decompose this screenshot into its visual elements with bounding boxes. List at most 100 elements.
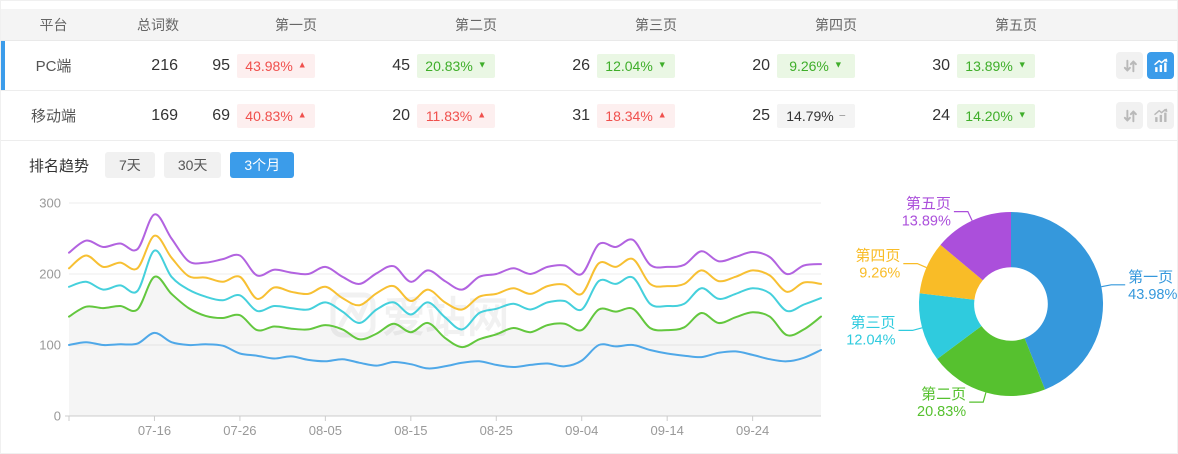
slice-label-name: 第三页 (850, 313, 895, 331)
page2-pct-badge: 11.83% ▲ (417, 103, 495, 128)
y-tick-label: 100 (39, 338, 61, 353)
tab-3months[interactable]: 3个月 (230, 152, 295, 178)
line-series-1 (68, 275, 822, 349)
area-fill (69, 276, 821, 416)
slice-label-pct: 9.26% (859, 266, 900, 282)
x-tick-label: 08-25 (480, 423, 513, 438)
row-actions (1086, 102, 1177, 129)
donut-slice-1[interactable] (937, 326, 1045, 397)
trend-section-header: 排名趋势 7天 30天 3个月 (29, 152, 303, 178)
page1-pct-badge: 40.83% ▲ (237, 103, 315, 128)
page5-count: 30 (932, 56, 950, 74)
page4-pct-badge: 9.26% ▼ (777, 53, 855, 78)
page3-count: 26 (572, 56, 590, 74)
trend-arrow-icon: ▲ (297, 109, 307, 120)
label-leader-line (969, 392, 987, 403)
sort-arrows-icon (1121, 107, 1139, 125)
donut-slice-4[interactable] (940, 212, 1012, 281)
label-leader-line (898, 327, 923, 331)
x-tick-label: 09-14 (651, 423, 684, 438)
trend-title: 排名趋势 (29, 157, 90, 175)
page2-cell: 20 11.83% ▲ (366, 103, 546, 128)
table-row-pc[interactable]: PC端 216 95 43.98% ▲ 45 20.83% ▼ 26 12.04% ▼… (1, 41, 1177, 91)
page3-count: 31 (572, 106, 590, 124)
col-header-page4: 第四页 (815, 16, 857, 33)
page4-count: 25 (752, 106, 770, 124)
page5-cell: 24 14.20% ▼ (906, 103, 1086, 128)
page3-cell: 31 18.34% ▲ (546, 103, 726, 128)
page2-count: 45 (392, 56, 410, 74)
bar-chart-trend-icon (1152, 107, 1170, 125)
y-tick-label: 300 (39, 196, 61, 211)
tab-7days[interactable]: 7天 (105, 152, 155, 178)
bar-chart-trend-icon (1152, 57, 1170, 75)
donut-slice-3[interactable] (919, 244, 983, 300)
page4-pct-badge: 14.79% − (777, 103, 855, 128)
trend-chart-button[interactable] (1147, 102, 1174, 129)
slice-label-pct: 20.83% (917, 404, 966, 420)
trend-arrow-icon: ▼ (1017, 59, 1027, 70)
page1-cell: 95 43.98% ▲ (186, 53, 366, 78)
trend-arrow-icon: ▼ (477, 59, 487, 70)
slice-label-pct: 13.89% (902, 214, 951, 230)
col-header-platform: 平台 (39, 16, 68, 33)
page1-cell: 69 40.83% ▲ (186, 103, 366, 128)
x-tick-label: 08-05 (309, 423, 342, 438)
page4-count: 20 (752, 56, 770, 74)
line-series-0 (68, 331, 822, 370)
page5-pct-badge: 13.89% ▼ (957, 53, 1035, 78)
row-actions (1086, 52, 1177, 79)
trend-arrow-icon: ▼ (833, 59, 843, 70)
table-row-mobile[interactable]: 移动端 169 69 40.83% ▲ 20 11.83% ▲ 31 18.34% ▲… (1, 91, 1177, 141)
slice-label-name: 第四页 (855, 247, 900, 265)
label-leader-line (1101, 284, 1126, 288)
x-tick-label: 07-26 (223, 423, 256, 438)
label-leader-line (903, 262, 927, 269)
col-header-page5: 第五页 (995, 16, 1037, 33)
page2-pct-badge: 20.83% ▼ (417, 53, 495, 78)
line-series-4 (68, 213, 822, 291)
col-header-page1: 第一页 (275, 16, 317, 33)
page3-cell: 26 12.04% ▼ (546, 53, 726, 78)
trend-arrow-icon: ▼ (657, 59, 667, 70)
page1-pct-badge: 43.98% ▲ (237, 53, 315, 78)
page3-pct-badge: 18.34% ▲ (597, 103, 675, 128)
total-words-value: 216 (151, 56, 178, 74)
page5-pct-badge: 14.20% ▼ (957, 103, 1035, 128)
page4-cell: 20 9.26% ▼ (726, 53, 906, 78)
sort-button[interactable] (1116, 52, 1143, 79)
line-chart: 07-16 07-26 08-05 08-15 08-25 09-04 09-14 09-24… (39, 196, 822, 438)
trend-chart-button[interactable] (1147, 52, 1174, 79)
donut-slice-0[interactable] (1011, 212, 1104, 390)
x-tick-label: 08-15 (394, 423, 427, 438)
y-tick-label: 200 (39, 267, 61, 282)
page1-count: 95 (212, 56, 230, 74)
page4-cell: 25 14.79% − (726, 103, 906, 128)
page1-count: 69 (212, 106, 230, 124)
slice-label-pct: 43.98% (1128, 287, 1177, 303)
total-words-value: 169 (151, 106, 178, 124)
col-header-total-words: 总词数 (137, 16, 179, 33)
watermark: 爱站网 (330, 292, 509, 341)
page2-count: 20 (392, 106, 410, 124)
trend-arrow-icon: ▲ (477, 109, 487, 120)
slice-label-name: 第五页 (906, 195, 951, 213)
page2-cell: 45 20.83% ▼ (366, 53, 546, 78)
sort-arrows-icon (1121, 57, 1139, 75)
table-header-row: 平台 总词数 第一页 第二页 第三页 第四页 第五页 (1, 9, 1177, 41)
x-tick-label: 09-04 (565, 423, 598, 438)
tab-30days[interactable]: 30天 (163, 152, 222, 178)
slice-label-pct: 12.04% (846, 332, 895, 348)
trend-arrow-icon: ▲ (657, 109, 667, 120)
platform-label: 移动端 (30, 108, 76, 125)
trend-arrow-icon: ▲ (297, 59, 307, 70)
page5-count: 24 (932, 106, 950, 124)
page3-pct-badge: 12.04% ▼ (597, 53, 675, 78)
trend-arrow-icon: ▼ (1017, 109, 1027, 120)
col-header-page3: 第三页 (635, 16, 677, 33)
x-tick-label: 09-24 (736, 423, 769, 438)
sort-button[interactable] (1116, 102, 1143, 129)
donut-slice-2[interactable] (918, 293, 982, 359)
